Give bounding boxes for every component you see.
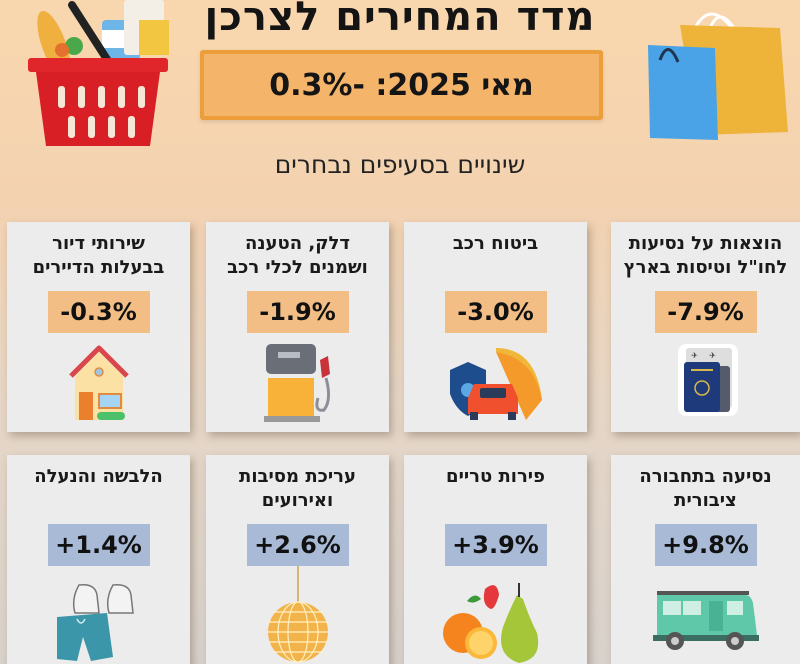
category-card-fuel: דלק, הטענה ושמנים לכלי רכב -1.9%	[206, 222, 389, 432]
shopping-bags-icon	[648, 12, 788, 140]
change-badge: +1.4%	[47, 524, 150, 566]
change-badge: +3.9%	[444, 524, 547, 566]
card-title: הלבשה והנעלה	[34, 466, 163, 487]
card-title: פירות טריים	[446, 466, 545, 487]
card-title: ביטוח רכב	[452, 233, 539, 254]
grocery-basket-icon	[28, 0, 169, 146]
category-card-housing: שירותי דיור בבעלות הדיירים -0.3%	[7, 222, 190, 432]
passport-tickets-icon: ✈ ✈	[677, 344, 738, 416]
category-card-clothing: הלבשה והנעלה +1.4%	[7, 455, 190, 664]
card-title: שירותי דיור בבעלות הדיירים	[32, 233, 165, 278]
category-card-travel: הוצאות על נסיעות לחו"ל וטיסות בארץ -7.9%…	[611, 222, 800, 432]
change-badge: -7.9%	[654, 291, 757, 333]
category-card-public-transport: נסיעה בתחבורה ציבורית +9.8%	[611, 455, 800, 664]
svg-text:✈: ✈	[709, 351, 716, 360]
change-badge: -0.3%	[47, 291, 150, 333]
category-card-events: עריכת מסיבות ואירועים +2.6%	[206, 455, 389, 664]
fuel-pump-icon	[263, 344, 330, 422]
change-badge: +9.8%	[654, 524, 757, 566]
house-icon	[68, 345, 129, 420]
card-title: נסיעה בתחבורה ציבורית	[639, 466, 772, 511]
category-card-fresh-fruit: פירות טריים +3.9%	[404, 455, 587, 664]
headline-box: מאי 2025: -0.3%	[200, 50, 603, 120]
card-title: הוצאות על נסיעות לחו"ל וטיסות בארץ	[623, 233, 788, 278]
change-badge: -1.9%	[246, 291, 349, 333]
disco-ball-icon	[267, 566, 328, 663]
change-badge: -3.0%	[444, 291, 547, 333]
page-title: מדד המחירים לצרכן	[204, 0, 596, 40]
bus-icon	[652, 591, 759, 650]
headline-value: מאי 2025: -0.3%	[269, 67, 534, 103]
section-subtitle: שינויים בסעיפים נבחרים	[274, 150, 526, 179]
card-title: דלק, הטענה ושמנים לכלי רכב	[227, 233, 368, 278]
change-badge: +2.6%	[246, 524, 349, 566]
category-card-car-insurance: ביטוח רכב -3.0%	[404, 222, 587, 432]
clothing-shoes-icon	[56, 583, 134, 661]
svg-text:✈: ✈	[691, 351, 698, 360]
card-title: עריכת מסיבות ואירועים	[239, 466, 356, 511]
car-insurance-icon	[449, 348, 542, 420]
fruits-icon	[442, 583, 538, 663]
